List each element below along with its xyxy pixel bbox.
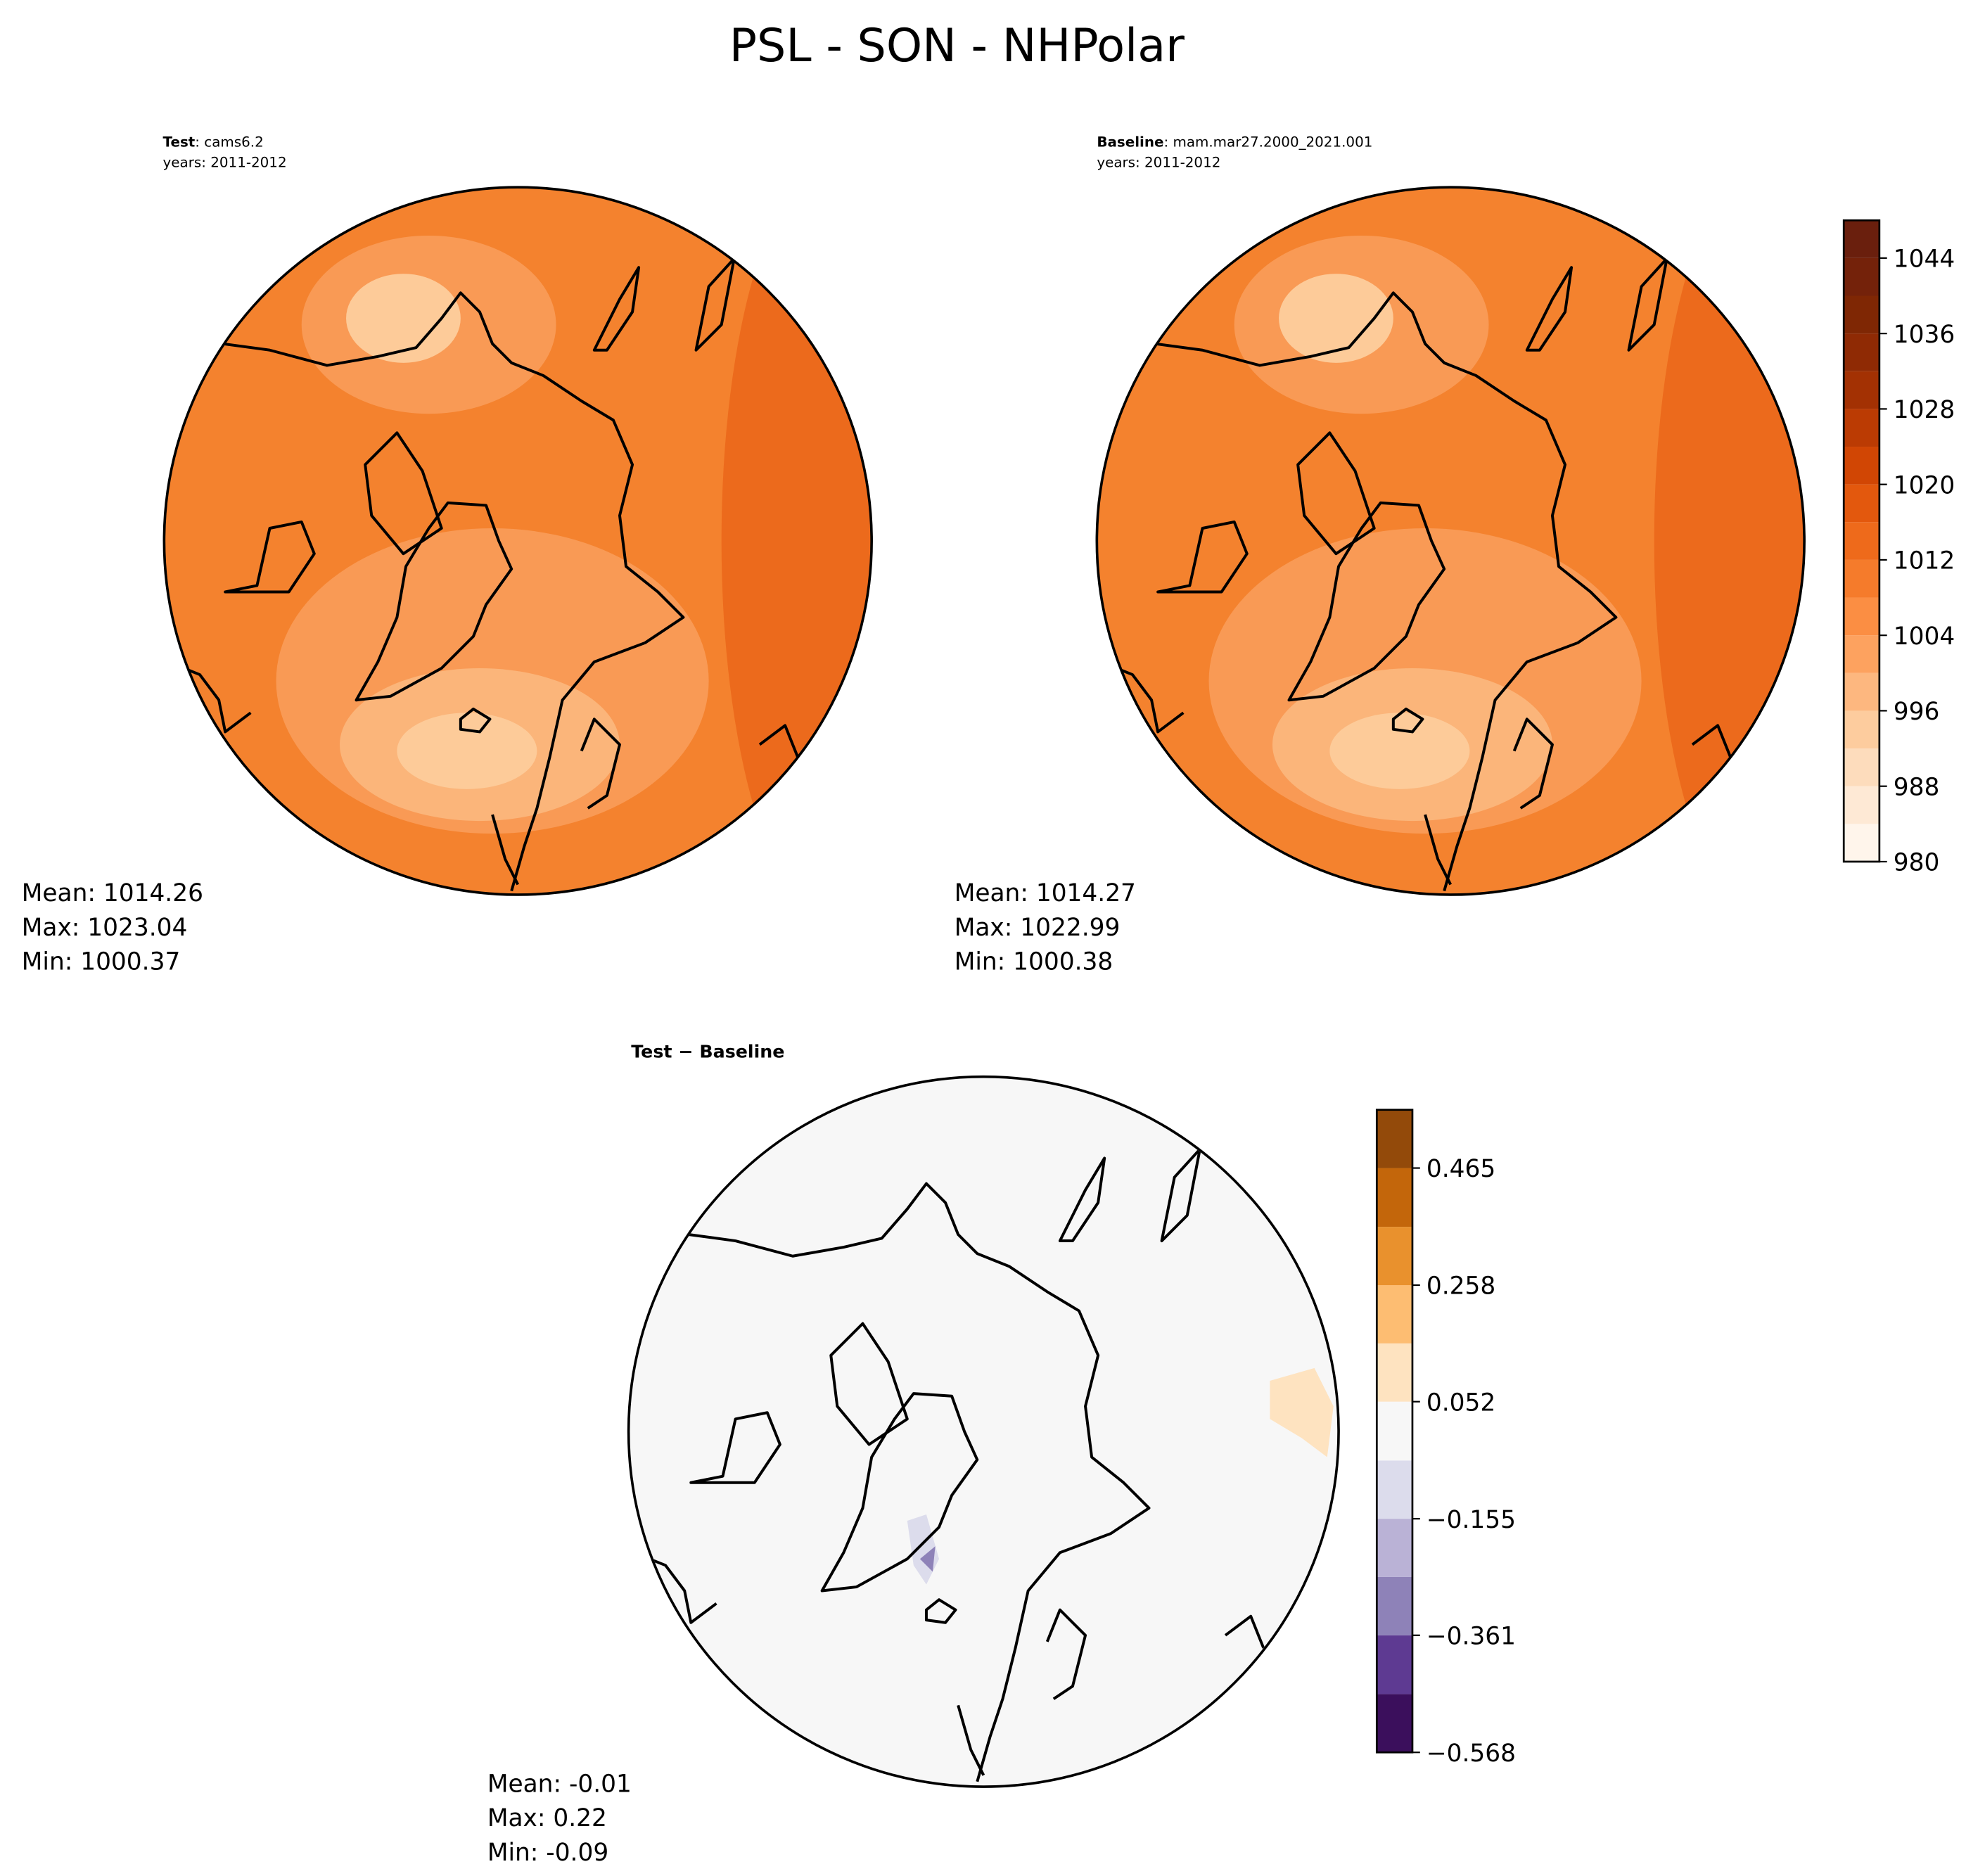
colorbar-band xyxy=(1844,597,1879,636)
stat: Max: 1023.04 xyxy=(22,914,188,942)
figure-title: PSL - SON - NHPolar xyxy=(729,20,1185,72)
panel-case: : cams6.2 xyxy=(195,134,263,150)
panel-header: Test − Baseline xyxy=(631,1041,784,1062)
field xyxy=(1270,1367,1334,1457)
colorbars: 980 988 996 1004 1012 1020 1028 1036 1044 −0.568 −… xyxy=(1375,219,1955,1768)
colorbar-band xyxy=(1844,295,1879,334)
colorbar-band xyxy=(1844,672,1879,711)
colorbar-band xyxy=(1844,371,1879,409)
colorbar-band xyxy=(1377,1285,1412,1344)
colorbar-frame xyxy=(1375,1109,1414,1754)
colorbar-tick-label: 0.052 xyxy=(1426,1389,1495,1417)
colorbar-band xyxy=(1377,1694,1412,1753)
map-fill xyxy=(164,187,872,895)
colorbar-band xyxy=(1844,257,1879,296)
colorbar-tick-label: 1028 xyxy=(1894,396,1955,424)
colorbar-tick-label: 988 xyxy=(1894,773,1940,801)
map-boundary xyxy=(1095,186,1806,896)
panel-label: Test xyxy=(163,134,196,150)
map-panel xyxy=(162,186,873,896)
colorbar-tick-label: 996 xyxy=(1894,698,1940,726)
colorbar-band xyxy=(1377,1109,1412,1168)
colorbar-band xyxy=(1377,1343,1412,1402)
colorbar-band xyxy=(1844,824,1879,862)
colorbar-tick-label: −0.361 xyxy=(1426,1622,1516,1650)
stat: Min: 1000.38 xyxy=(955,948,1113,976)
stat: Mean: -0.01 xyxy=(487,1770,632,1798)
field xyxy=(721,187,872,895)
stat: Min: 1000.37 xyxy=(22,948,181,976)
colorbar-band xyxy=(1844,484,1879,523)
field xyxy=(630,1078,1338,1786)
stat: Mean: 1014.27 xyxy=(955,879,1136,907)
colorbar-tick-label: 0.258 xyxy=(1426,1272,1495,1301)
colorbar-tick-label: −0.568 xyxy=(1426,1740,1516,1768)
colorbar-band xyxy=(1377,1519,1412,1577)
panel-case: : mam.mar27.2000_2021.001 xyxy=(1163,134,1372,150)
colorbar-band xyxy=(1844,748,1879,786)
colorbar-band xyxy=(1844,710,1879,749)
colorbar-band xyxy=(1377,1635,1412,1695)
map-boundary xyxy=(627,1075,1340,1788)
stat: Min: -0.09 xyxy=(487,1839,608,1867)
stat: Max: 0.22 xyxy=(487,1804,607,1832)
field xyxy=(1279,274,1393,363)
colorbar-frame xyxy=(1842,219,1881,863)
colorbar-band xyxy=(1844,447,1879,485)
colorbar-band xyxy=(1377,1227,1412,1286)
colorbar-band xyxy=(1844,522,1879,560)
panel-header: Baseline: mam.mar27.2000_2021.001 xyxy=(1097,134,1372,150)
colorbar-band xyxy=(1844,333,1879,371)
map-panel xyxy=(1095,186,1806,896)
panel-years: years: 2011-2012 xyxy=(163,154,287,170)
colorbar-band xyxy=(1844,220,1879,258)
colorbar-band xyxy=(1377,1460,1412,1519)
colorbar-tick-label: 1036 xyxy=(1894,321,1955,349)
stat: Max: 1022.99 xyxy=(955,914,1121,942)
colorbar-band xyxy=(1844,559,1879,598)
map-panel xyxy=(627,1075,1340,1788)
colorbar-tick-label: −0.155 xyxy=(1426,1506,1516,1534)
map-fill xyxy=(630,1078,1338,1786)
field xyxy=(1329,713,1470,789)
colorbar-band xyxy=(1844,786,1879,824)
colorbar-band xyxy=(1377,1401,1412,1461)
colorbar-tick-label: 980 xyxy=(1894,849,1940,877)
map-boundary xyxy=(162,186,873,896)
colorbar-tick-label: 1004 xyxy=(1894,623,1955,651)
field xyxy=(346,274,461,363)
panel-header: Test: cams6.2 xyxy=(163,134,264,150)
colorbar-tick-label: 1012 xyxy=(1894,547,1955,575)
stat: Mean: 1014.26 xyxy=(22,879,203,907)
panel-years: years: 2011-2012 xyxy=(1097,154,1220,170)
colorbar-tick-label: 1044 xyxy=(1894,245,1955,274)
colorbar-band xyxy=(1377,1576,1412,1635)
field xyxy=(397,713,537,789)
colorbar-tick-label: 1020 xyxy=(1894,471,1955,499)
field xyxy=(919,1546,936,1572)
colorbar-band xyxy=(1844,635,1879,673)
colorbar-tick-label: 0.465 xyxy=(1426,1155,1495,1183)
colorbar-band xyxy=(1377,1168,1412,1227)
colorbar-band xyxy=(1844,409,1879,447)
map-fill xyxy=(1097,187,1805,895)
panel-label: Baseline xyxy=(1097,134,1163,150)
